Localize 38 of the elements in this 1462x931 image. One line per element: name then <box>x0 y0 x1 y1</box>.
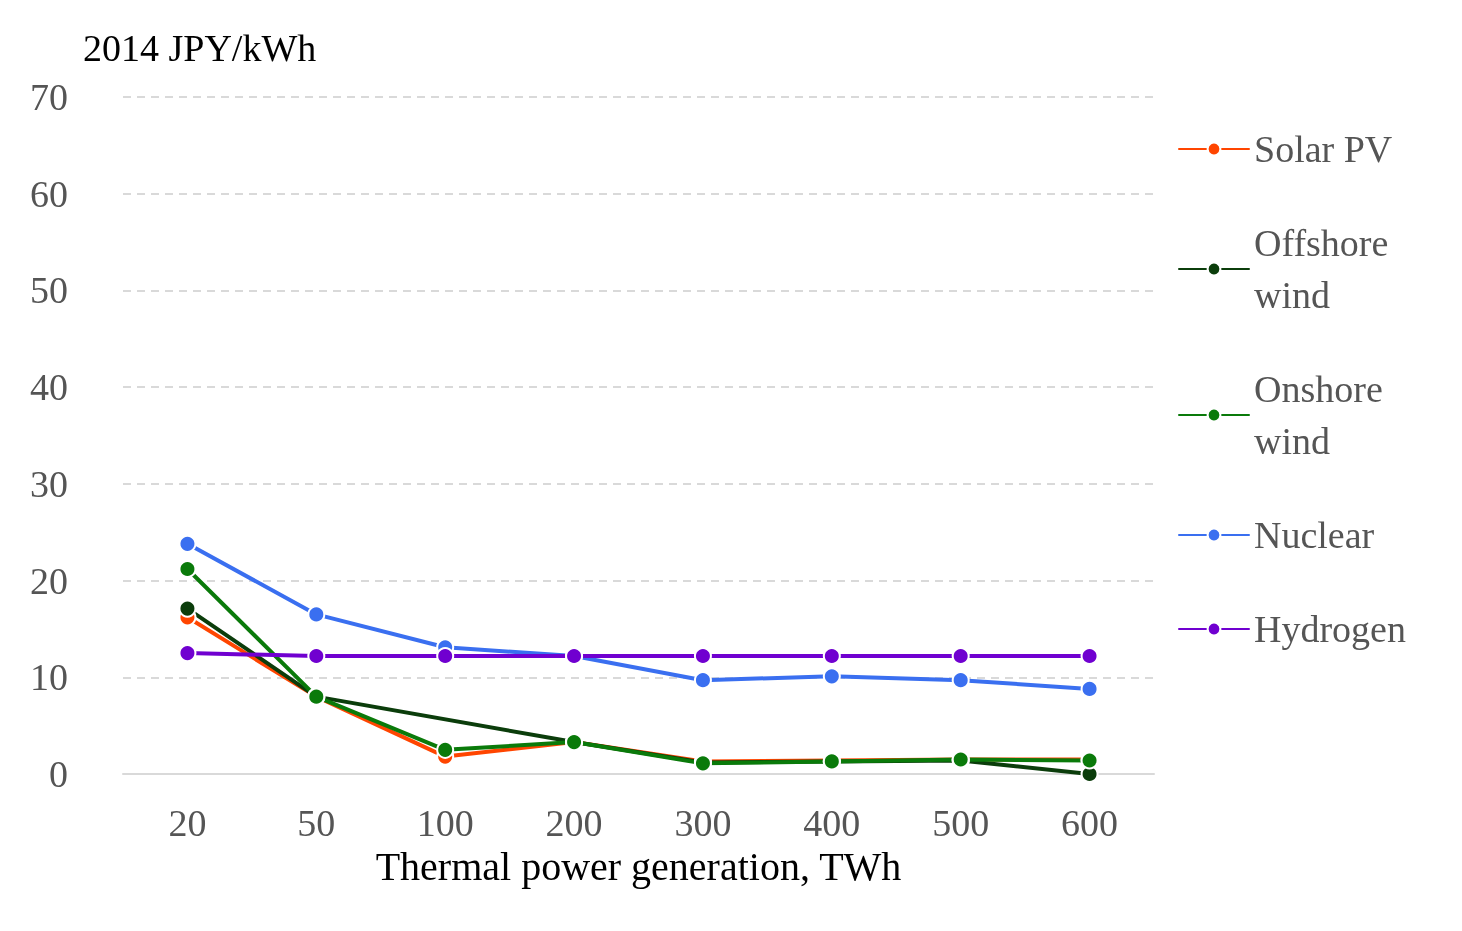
point <box>1080 679 1099 698</box>
point <box>822 647 841 665</box>
y-tick-label: 20 <box>30 559 68 602</box>
point <box>951 647 970 665</box>
y-tick-label: 50 <box>30 269 68 312</box>
y-tick-label: 70 <box>30 76 68 118</box>
legend-label: Offshore wind <box>1254 222 1398 316</box>
x-tick-label: 50 <box>297 802 336 844</box>
x-tick-label: 500 <box>932 802 990 844</box>
point <box>822 667 841 686</box>
x-tick-label: 200 <box>545 802 603 844</box>
y-tick-label: 30 <box>30 462 68 505</box>
point <box>178 599 197 618</box>
legend-label: Nuclear <box>1254 514 1375 556</box>
y-axis-title: 2014 JPY/kWh <box>83 27 317 69</box>
point <box>178 644 197 663</box>
x-tick-label: 300 <box>674 802 732 844</box>
x-tick-label: 400 <box>803 802 861 844</box>
point <box>951 671 970 690</box>
point <box>1080 647 1099 665</box>
legend-label: Onshore wind <box>1254 368 1393 462</box>
y-tick-label: 10 <box>30 656 68 699</box>
x-tick-label: 20 <box>168 802 207 844</box>
x-tick-label: 600 <box>1061 802 1119 844</box>
point <box>307 647 326 665</box>
y-tick-label: 40 <box>30 366 68 409</box>
legend-label: Hydrogen <box>1254 608 1406 650</box>
point <box>178 534 197 553</box>
point <box>436 647 455 665</box>
x-tick-label: 100 <box>416 802 474 844</box>
y-tick-label: 0 <box>49 753 68 795</box>
point <box>307 605 326 624</box>
point <box>693 647 712 665</box>
legend-label: Solar PV <box>1254 128 1393 170</box>
x-axis-title: Thermal power generation, TWh <box>375 844 902 890</box>
point <box>436 740 455 759</box>
point <box>693 671 712 690</box>
y-tick-label: 60 <box>30 172 68 215</box>
